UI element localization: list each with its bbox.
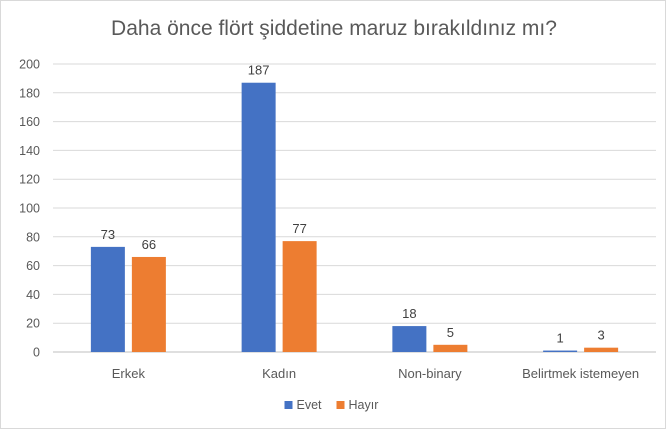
bar-evet-1 <box>241 82 276 352</box>
x-category-label: Non-binary <box>398 366 462 381</box>
y-tick-label: 160 <box>19 115 40 129</box>
x-axis-categories: Erkek Kadın Non-binary Belirtmek istemeyen <box>112 366 639 381</box>
y-tick-label: 40 <box>26 288 40 302</box>
y-tick-label: 20 <box>26 317 40 331</box>
bar-hayır-1 <box>282 241 317 352</box>
data-label: 77 <box>292 221 306 236</box>
y-tick-label: 100 <box>19 202 40 216</box>
data-label: 5 <box>447 325 454 340</box>
data-label: 73 <box>101 227 115 242</box>
bars <box>90 82 619 352</box>
x-category-label: Kadın <box>262 366 296 381</box>
y-tick-label: 180 <box>19 86 40 100</box>
data-labels: 73 66 187 77 18 5 1 3 <box>101 63 605 346</box>
y-tick-label: 120 <box>19 173 40 187</box>
data-label: 187 <box>248 63 270 78</box>
legend-label-hayır: Hayır <box>349 398 379 412</box>
bar-hayır-0 <box>131 256 166 352</box>
data-label: 1 <box>557 331 564 346</box>
bar-hayır-3 <box>584 347 619 352</box>
legend-swatch-evet <box>284 401 293 409</box>
bar-evet-0 <box>90 246 125 352</box>
data-label: 66 <box>142 237 156 252</box>
y-tick-label: 200 <box>19 58 40 72</box>
legend-label-evet: Evet <box>297 398 323 412</box>
chart-title: Daha önce flört şiddetine maruz bırakıld… <box>111 17 557 40</box>
data-label: 3 <box>598 328 605 343</box>
bar-evet-2 <box>392 326 427 352</box>
y-tick-label: 60 <box>26 259 40 273</box>
data-label: 18 <box>402 306 416 321</box>
legend: Evet Hayır <box>284 398 379 412</box>
bar-hayır-2 <box>433 344 468 352</box>
y-tick-label: 140 <box>19 144 40 158</box>
x-category-label: Belirtmek istemeyen <box>522 366 639 381</box>
y-tick-label: 80 <box>26 230 40 244</box>
legend-swatch-hayır <box>336 401 345 409</box>
y-axis-ticks: 0 20 40 60 80 100 120 140 160 180 200 <box>19 58 40 360</box>
bar-evet-3 <box>543 350 578 352</box>
x-category-label: Erkek <box>112 366 146 381</box>
y-tick-label: 0 <box>33 346 40 360</box>
